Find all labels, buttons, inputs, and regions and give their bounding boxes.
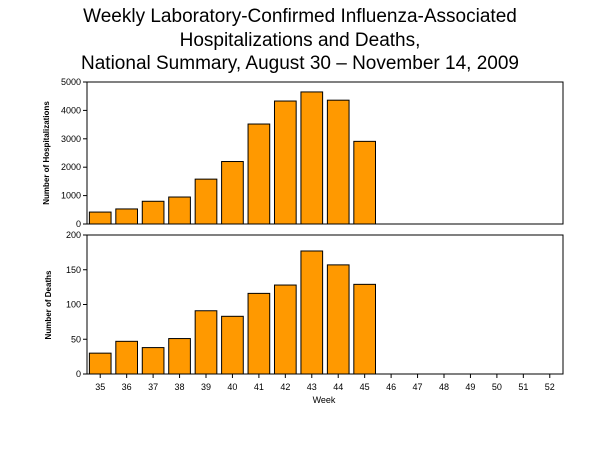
hospitalizations-y-ticks: 0 1000 2000 3000 4000 5000 (61, 77, 87, 229)
deaths-bar-week-36 (115, 340, 138, 375)
hospitalizations-y-tick-label-5000: 5000 (61, 77, 81, 87)
x-tick-label-52: 52 (545, 382, 555, 392)
deaths-bars (88, 250, 377, 375)
deaths-bar-week-38 (168, 338, 191, 375)
x-tick-label-42: 42 (280, 382, 290, 392)
x-tick-label-36: 36 (122, 382, 132, 392)
deaths-y-axis-label: Number of Deaths (44, 270, 53, 339)
x-tick-label-46: 46 (386, 382, 396, 392)
deaths-bar-week-42 (273, 284, 297, 375)
hospitalizations-bar-week-42 (273, 100, 297, 225)
x-axis-label: Week (313, 395, 336, 405)
x-tick-label-48: 48 (439, 382, 449, 392)
x-tick-label-51: 51 (518, 382, 528, 392)
hospitalizations-bar-week-45 (353, 140, 377, 225)
x-tick-label-43: 43 (307, 382, 317, 392)
deaths-bar-week-35 (88, 352, 112, 375)
hospitalizations-bar-week-36 (115, 208, 138, 225)
x-tick-label-35: 35 (95, 382, 105, 392)
hospitalizations-bar-week-35 (88, 211, 112, 225)
deaths-bar-week-37 (141, 347, 165, 375)
x-tick-label-50: 50 (492, 382, 502, 392)
deaths-bar-week-44 (326, 264, 350, 375)
hospitalizations-plot-frame (86, 81, 564, 225)
x-tick-label-44: 44 (333, 382, 343, 392)
deaths-y-tick-label-50: 50 (71, 334, 81, 344)
hospitalizations-bar-week-44 (326, 99, 350, 225)
hospitalizations-bar-week-41 (247, 123, 271, 225)
week-x-ticks: 35 36 37 38 39 40 41 42 43 44 45 46 47 48 49 50 51 52 (95, 374, 555, 392)
deaths-bar-week-45 (353, 283, 377, 375)
x-tick-label-47: 47 (413, 382, 423, 392)
x-tick-label-38: 38 (175, 382, 185, 392)
x-tick-label-39: 39 (201, 382, 211, 392)
hospitalizations-y-axis-label: Number of Hospitalizations (42, 101, 51, 205)
hospitalizations-y-tick-label-3000: 3000 (61, 134, 81, 144)
deaths-bar-week-41 (247, 292, 271, 375)
deaths-y-tick-label-100: 100 (66, 300, 81, 310)
x-tick-label-37: 37 (148, 382, 158, 392)
hospitalizations-bar-week-43 (300, 91, 324, 225)
hospitalizations-bar-week-37 (141, 200, 165, 225)
x-tick-label-40: 40 (227, 382, 237, 392)
hospitalizations-y-tick-label-2000: 2000 (61, 162, 81, 172)
deaths-bar-week-43 (300, 250, 324, 375)
x-tick-label-41: 41 (254, 382, 264, 392)
deaths-y-tick-label-150: 150 (66, 265, 81, 275)
hospitalizations-y-tick-label-1000: 1000 (61, 191, 81, 201)
deaths-bar-week-39 (194, 310, 218, 375)
chart-title-line-3: National Summary, August 30 – November 1… (81, 53, 519, 74)
deaths-y-ticks: 0 50 100 150 200 (66, 230, 87, 379)
hospitalizations-y-tick-label-0: 0 (76, 219, 81, 229)
hospitalizations-bar-week-38 (168, 196, 191, 225)
deaths-bar-week-40 (221, 315, 244, 375)
hospitalizations-y-tick-label-4000: 4000 (61, 105, 81, 115)
hospitalizations-bar-week-39 (194, 178, 218, 225)
x-tick-label-49: 49 (465, 382, 475, 392)
deaths-y-tick-label-200: 200 (66, 230, 81, 240)
deaths-y-tick-label-0: 0 (76, 369, 81, 379)
hospitalizations-bar-week-40 (221, 161, 244, 225)
chart-title-line-2: Hospitalizations and Deaths, (179, 30, 421, 51)
chart-title-line-1: Weekly Laboratory-Confirmed Influenza-As… (83, 6, 517, 27)
x-tick-label-45: 45 (360, 382, 370, 392)
hospitalizations-bars (88, 91, 377, 225)
